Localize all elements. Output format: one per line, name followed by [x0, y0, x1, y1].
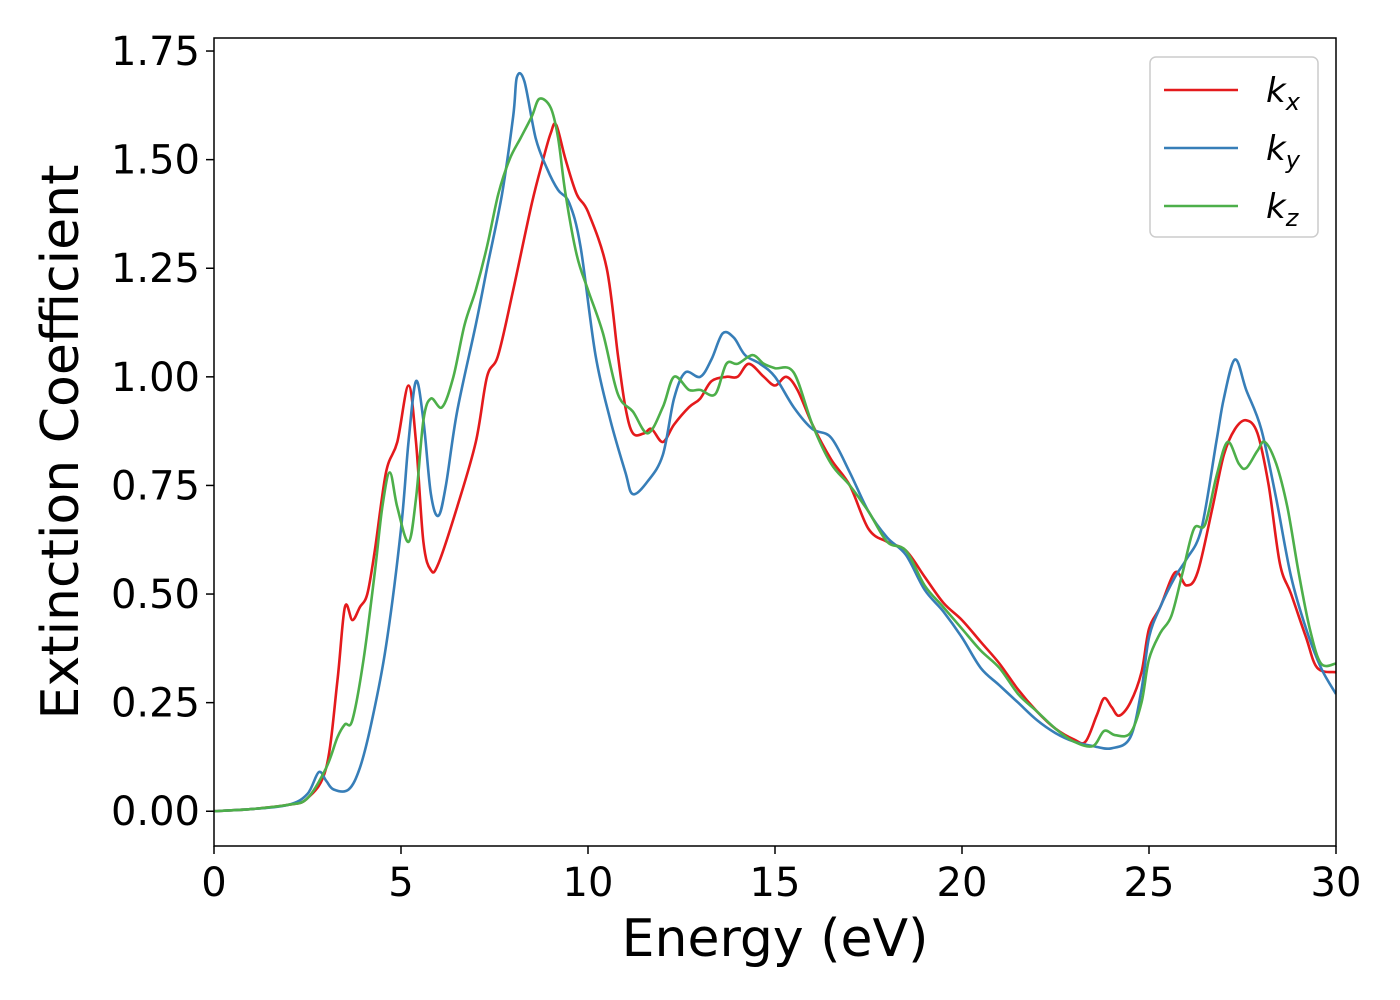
- x-tick-label: 30: [1311, 860, 1362, 906]
- y-axis: 0.00 0.25 0.50 0.75 1.00 1.25 1.50 1.75: [111, 29, 214, 835]
- y-tick-label: 1.00: [111, 355, 200, 401]
- legend-label-k-z: kz: [1266, 187, 1300, 232]
- y-tick-label: 1.50: [111, 138, 200, 184]
- series-line-k-y: [214, 71, 1336, 813]
- x-axis-label: Energy (eV): [622, 909, 929, 969]
- y-tick-label: 1.25: [111, 246, 200, 292]
- legend-label-k-x: kx: [1266, 71, 1301, 116]
- x-axis: 0 5 10 15 20 25 30: [201, 846, 1361, 906]
- y-tick-label: 0.00: [111, 789, 200, 835]
- y-tick-label: 0.25: [111, 681, 200, 727]
- y-tick-label: 1.75: [111, 29, 200, 75]
- y-axis-label: Extinction Coefficient: [31, 165, 91, 720]
- y-tick-label: 0.75: [111, 463, 200, 509]
- plot-lines: [214, 71, 1336, 813]
- x-tick-label: 0: [201, 860, 226, 906]
- x-tick-label: 15: [750, 860, 801, 906]
- series-line-k-z: [214, 97, 1336, 813]
- x-tick-label: 20: [937, 860, 988, 906]
- y-tick-label: 0.50: [111, 572, 200, 618]
- x-tick-label: 5: [388, 860, 413, 906]
- x-tick-label: 25: [1124, 860, 1175, 906]
- x-tick-label: 10: [563, 860, 614, 906]
- legend-label-k-y: ky: [1266, 129, 1301, 174]
- legend: kx ky kz: [1149, 56, 1319, 238]
